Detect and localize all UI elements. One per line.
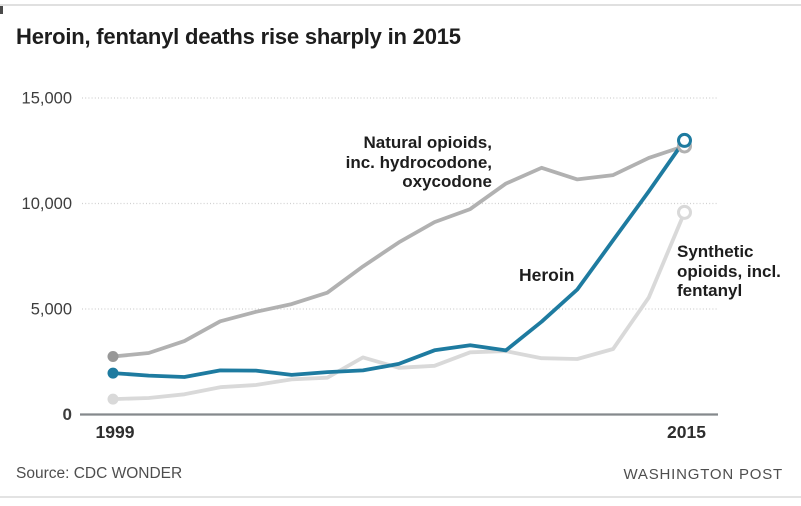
series-start-dot-heroin: [107, 367, 119, 379]
y-axis-tick-label: 5,000: [31, 301, 72, 319]
x-axis-tick-label: 1999: [96, 422, 135, 442]
series-line-natural: [111, 144, 687, 359]
series-start-dot-natural: [107, 350, 119, 362]
screenshot-edge-artifact: [0, 6, 3, 14]
y-axis-tick-label: 15,000: [22, 90, 72, 108]
bottom-border-rule: [0, 496, 801, 498]
attribution-label: WASHINGTON POST: [623, 466, 783, 483]
y-axis-tick-label: 10,000: [22, 195, 72, 213]
source-label: Source: CDC WONDER: [16, 465, 183, 482]
series-end-ring-heroin: [677, 132, 692, 148]
y-axis-tick-label: 0: [63, 405, 72, 424]
x-axis-tick-label: 2015: [667, 422, 706, 442]
top-border-rule: [0, 4, 801, 6]
series-end-ring-synthetic: [677, 204, 692, 220]
chart-title: Heroin, fentanyl deaths rise sharply in …: [16, 24, 461, 49]
series-line-synthetic: [111, 210, 687, 402]
series-line-heroin: [111, 138, 687, 379]
series-start-dot-synthetic: [107, 393, 119, 405]
annotation-synthetic-opioids: Synthetic opioids, incl. fentanyl: [677, 242, 781, 300]
annotation-heroin: Heroin: [519, 265, 575, 285]
annotation-natural-opioids: Natural opioids, inc. hydrocodone, oxyco…: [345, 133, 492, 191]
